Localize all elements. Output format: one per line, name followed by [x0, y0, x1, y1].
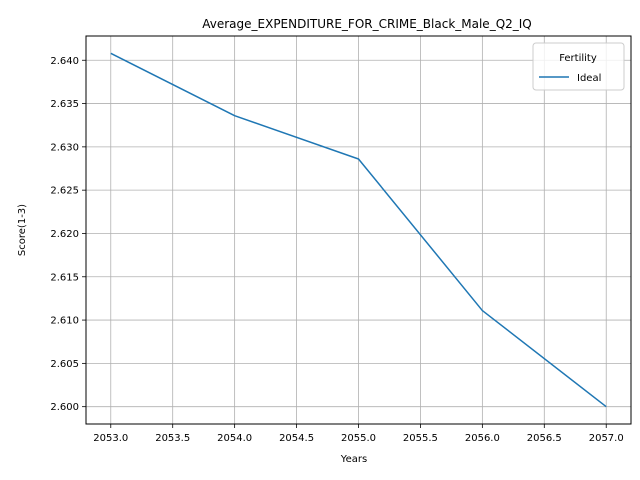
y-tick-label: 2.600 [50, 402, 79, 413]
y-tick-label: 2.620 [50, 229, 79, 240]
y-tick-label: 2.640 [50, 56, 79, 67]
grid-lines [86, 36, 631, 424]
y-tick-label: 2.615 [50, 272, 79, 283]
legend-title: Fertility [559, 53, 597, 64]
legend: Fertility Ideal [532, 42, 625, 91]
x-tick-label: 2053.5 [155, 433, 190, 444]
legend-box [532, 42, 625, 91]
x-tick-label: 2053.0 [93, 433, 128, 444]
x-tick-label: 2054.0 [217, 433, 252, 444]
legend-label-ideal: Ideal [577, 73, 601, 84]
y-tick-label: 2.610 [50, 316, 79, 327]
y-tick-label: 2.625 [50, 186, 79, 197]
y-tick-label: 2.605 [50, 359, 79, 370]
x-axis-label: Years [340, 454, 367, 465]
x-tick-label: 2055.0 [341, 433, 376, 444]
y-tick-label: 2.630 [50, 142, 79, 153]
x-tick-label: 2055.5 [403, 433, 438, 444]
x-tick-label: 2056.0 [465, 433, 500, 444]
chart-title: Average_EXPENDITURE_FOR_CRIME_Black_Male… [202, 17, 532, 31]
x-axis-ticks: 2053.0 2053.5 2054.0 2054.5 2055.0 2055.5 2056… [93, 424, 624, 444]
y-tick-label: 2.635 [50, 99, 79, 110]
series-group [110, 52, 607, 408]
y-axis-label: Score(1-3) [17, 204, 28, 256]
x-tick-label: 2056.5 [527, 433, 562, 444]
y-axis-ticks: 2.600 2.605 2.610 2.615 2.620 2.625 2.630 2.635… [50, 56, 86, 413]
x-tick-label: 2057.0 [589, 433, 624, 444]
x-tick-label: 2054.5 [279, 433, 314, 444]
series-line-ideal [110, 52, 607, 408]
